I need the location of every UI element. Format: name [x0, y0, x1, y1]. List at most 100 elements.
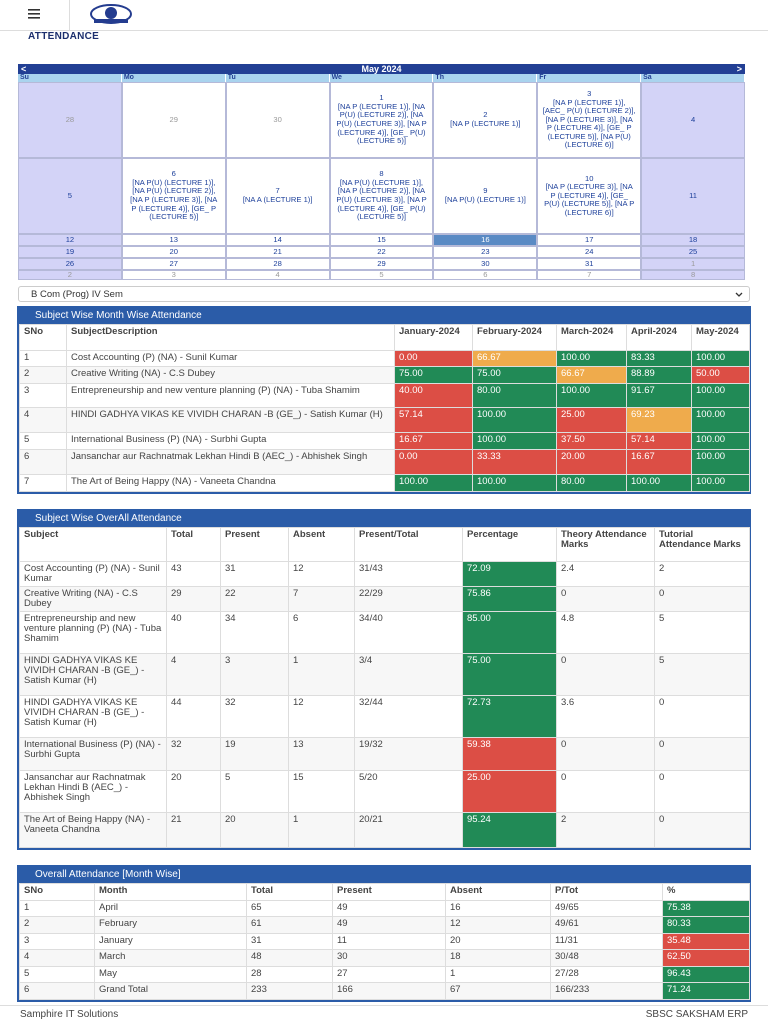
weekday: Sa: [641, 74, 745, 82]
day-cell[interactable]: 28: [18, 82, 122, 158]
percentage-cell: 75.00: [472, 366, 557, 384]
table-cell: 32: [166, 737, 221, 771]
day-cell[interactable]: 4: [641, 82, 745, 158]
table-row: 7 The Art of Being Happy (NA) - Vaneeta C…: [19, 474, 750, 492]
percentage-cell: 20.00: [556, 449, 627, 475]
percentage-cell: 57.14: [394, 407, 473, 433]
table-cell: 5/20: [354, 770, 463, 813]
day-number: 7: [275, 186, 280, 196]
data-table: SNo Month Total Present Absent P/Tot% 1 April 65…: [19, 883, 750, 1000]
day-cell[interactable]: 1: [641, 258, 745, 270]
day-cell[interactable]: 14: [225, 234, 330, 246]
day-cell[interactable]: 26: [18, 258, 122, 270]
day-number: 1: [690, 258, 696, 268]
table-cell: 0: [654, 695, 750, 738]
day-cell[interactable]: 3: [121, 270, 226, 280]
table-row: Creative Writing (NA) - C.S Dubey 29 22 7 22…: [19, 586, 750, 612]
day-cell[interactable]: 11: [641, 158, 745, 234]
weekday: Tu: [225, 74, 330, 82]
day-number: 27: [169, 258, 178, 268]
table-cell: 27/28: [550, 966, 663, 983]
table-row: Jansanchar aur Rachnatmak Lekhan Hindi B…: [19, 770, 750, 813]
column-header: February-2024: [472, 324, 557, 351]
percentage-cell: 88.89: [626, 366, 692, 384]
day-cell[interactable]: 9 [NA P(U) (LECTURE 1)]: [433, 158, 538, 234]
table-cell: 34: [220, 611, 289, 654]
table-cell: 3: [220, 653, 289, 696]
column-header: P/Tot: [550, 883, 663, 901]
day-cell[interactable]: 23: [433, 246, 538, 258]
day-number: 20: [169, 246, 178, 256]
day-cell[interactable]: 28: [225, 258, 330, 270]
prev-month[interactable]: <: [21, 64, 27, 74]
day-cell[interactable]: 13: [121, 234, 226, 246]
panel-title: Subject Wise OverAll Attendance: [19, 509, 749, 527]
table-cell: 0: [654, 737, 750, 771]
table-cell: 5: [220, 770, 289, 813]
day-cell[interactable]: 15: [329, 234, 434, 246]
course-select[interactable]: B Com (Prog) IV Sem: [18, 286, 750, 302]
percentage-cell: 100.00: [691, 383, 750, 408]
table-cell: 1: [288, 653, 355, 696]
day-cell[interactable]: 16: [433, 234, 538, 246]
table-cell: 5: [654, 611, 750, 654]
day-cell[interactable]: 30: [225, 82, 330, 158]
column-header: %: [662, 883, 750, 901]
table-cell: Jansanchar aur Rachnatmak Lekhan Hindi B…: [66, 449, 395, 475]
day-number: 1: [379, 93, 384, 103]
table-row: 4 HINDI GADHYA VIKAS KE VIVIDH CHARAN -B …: [19, 407, 750, 433]
table-cell: 43: [166, 561, 221, 587]
day-cell[interactable]: 10 [NA P (LECTURE 3)], [NA P (LECTURE 4)]…: [537, 158, 642, 234]
column-header: Present: [220, 527, 289, 562]
day-cell[interactable]: 19: [18, 246, 122, 258]
day-cell[interactable]: 20: [121, 246, 226, 258]
table-cell: 31: [246, 933, 333, 950]
table-cell: Creative Writing (NA) - C.S Dubey: [19, 586, 167, 612]
day-cell[interactable]: 31: [537, 258, 642, 270]
percentage-cell: 100.00: [691, 432, 750, 450]
table-cell: 3.6: [556, 695, 655, 738]
day-cell[interactable]: 2: [18, 270, 122, 280]
day-cell[interactable]: 7 [NA A (LECTURE 1)]: [225, 158, 330, 234]
percentage-cell: 95.24: [462, 812, 557, 848]
day-cell[interactable]: 27: [121, 258, 226, 270]
table-cell: 2: [654, 561, 750, 587]
day-cell[interactable]: 17: [537, 234, 642, 246]
table-cell: 0: [556, 770, 655, 813]
day-cell[interactable]: 29: [329, 258, 434, 270]
day-cell[interactable]: 29: [121, 82, 226, 158]
day-cell[interactable]: 22: [329, 246, 434, 258]
day-events: [NA P (LECTURE 1)], [NA P(U) (LECTURE 2)…: [336, 101, 427, 146]
table-cell: 49/61: [550, 916, 663, 934]
day-cell[interactable]: 21: [225, 246, 330, 258]
day-cell[interactable]: 5: [329, 270, 434, 280]
day-cell[interactable]: 25: [641, 246, 745, 258]
day-cell[interactable]: 18: [641, 234, 745, 246]
percentage-cell: 100.00: [626, 474, 692, 492]
day-cell[interactable]: 3 [NA P (LECTURE 1)], [AEC_ P(U) (LECTURE…: [537, 82, 642, 158]
day-cell[interactable]: 1 [NA P (LECTURE 1)], [NA P(U) (LECTURE 2…: [329, 82, 434, 158]
day-cell[interactable]: 4: [225, 270, 330, 280]
day-cell[interactable]: 8: [641, 270, 745, 280]
day-number: 28: [273, 258, 282, 268]
table-cell: 6: [288, 611, 355, 654]
day-cell[interactable]: 6 [NA P(U) (LECTURE 1)], [NA P(U) (LECTUR…: [121, 158, 226, 234]
day-number: 19: [65, 246, 75, 256]
day-cell[interactable]: 12: [18, 234, 122, 246]
next-month[interactable]: >: [736, 64, 742, 74]
day-cell[interactable]: 8 [NA P(U) (LECTURE 1)], [NA P (LECTURE 2…: [329, 158, 434, 234]
menu-button[interactable]: [26, 8, 42, 20]
table-cell: Creative Writing (NA) - C.S Dubey: [66, 366, 395, 384]
day-cell[interactable]: 7: [537, 270, 642, 280]
day-number: 22: [377, 246, 386, 256]
day-number: 25: [688, 246, 698, 256]
day-cell[interactable]: 24: [537, 246, 642, 258]
day-cell[interactable]: 30: [433, 258, 538, 270]
day-cell[interactable]: 2 [NA P (LECTURE 1)]: [433, 82, 538, 158]
day-cell[interactable]: 6: [433, 270, 538, 280]
table-cell: 4: [166, 653, 221, 696]
percentage-cell: 100.00: [472, 474, 557, 492]
day-number: 13: [169, 234, 178, 244]
day-cell[interactable]: 5: [18, 158, 122, 234]
